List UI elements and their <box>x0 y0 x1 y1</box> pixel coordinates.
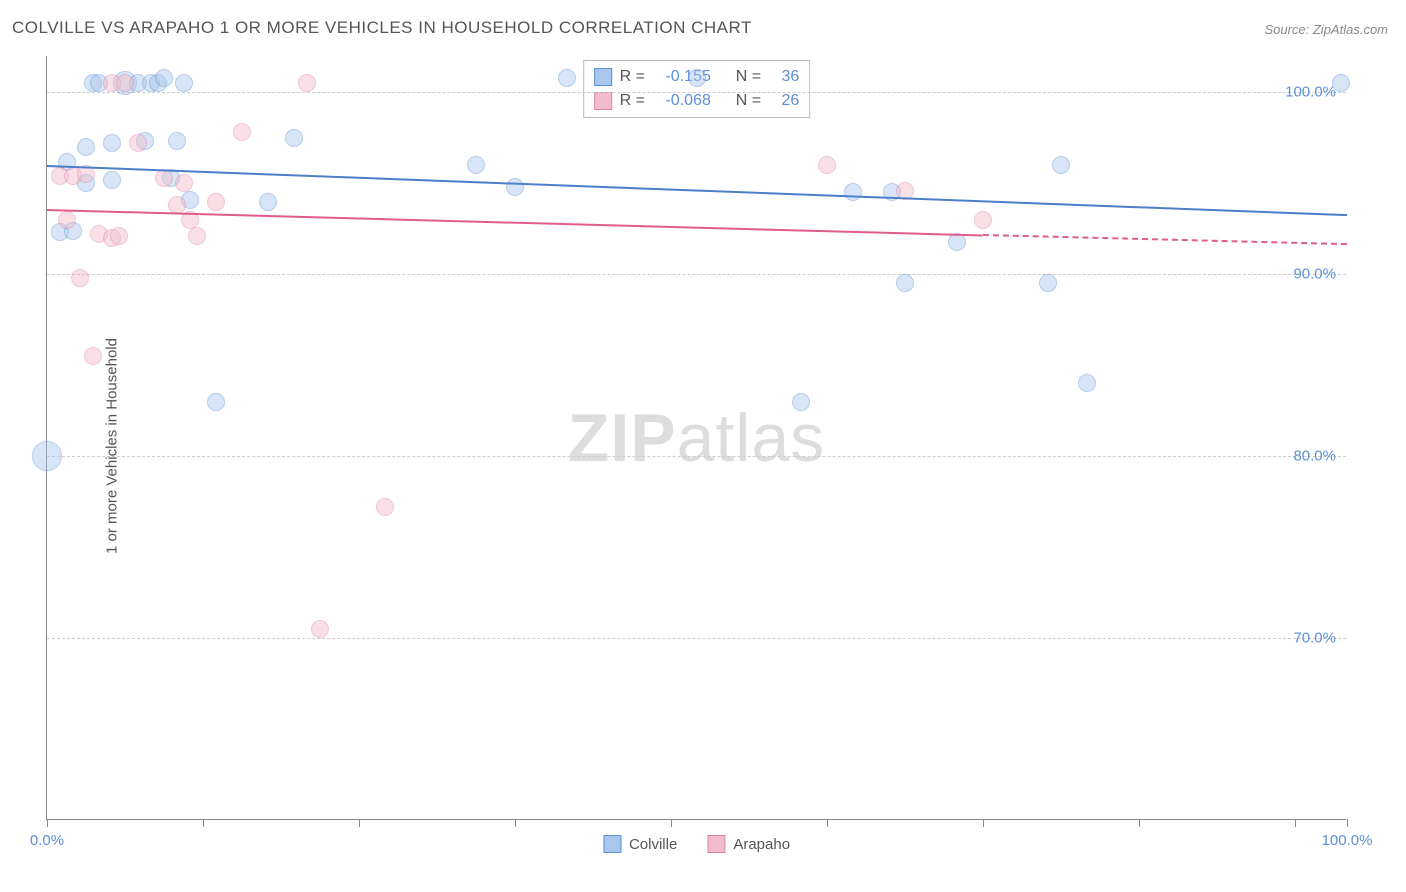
n-value-colville: 36 <box>782 65 800 89</box>
chart-title: COLVILLE VS ARAPAHO 1 OR MORE VEHICLES I… <box>12 18 752 38</box>
data-point <box>175 174 193 192</box>
chart-container: COLVILLE VS ARAPAHO 1 OR MORE VEHICLES I… <box>0 0 1406 892</box>
data-point <box>285 129 303 147</box>
x-tick <box>1347 819 1348 827</box>
data-point <box>467 156 485 174</box>
x-tick <box>1139 819 1140 827</box>
x-tick <box>47 819 48 827</box>
plot-area: ZIPatlas R = -0.155 N = 36 R = -0.068 N … <box>46 56 1346 820</box>
legend-label: Arapaho <box>733 836 790 853</box>
legend-item-colville: Colville <box>603 835 677 853</box>
data-point <box>259 193 277 211</box>
x-tick <box>515 819 516 827</box>
x-tick <box>827 819 828 827</box>
data-point <box>896 274 914 292</box>
data-point <box>1039 274 1057 292</box>
x-tick-label: 100.0% <box>1322 832 1373 849</box>
y-tick-label: 80.0% <box>1293 448 1336 465</box>
watermark: ZIPatlas <box>568 399 825 477</box>
data-point <box>376 498 394 516</box>
data-point <box>129 134 147 152</box>
data-point <box>1332 74 1350 92</box>
data-point <box>32 441 62 471</box>
grid-line <box>47 274 1346 275</box>
data-point <box>103 134 121 152</box>
grid-line <box>47 638 1346 639</box>
data-point <box>298 74 316 92</box>
data-point <box>84 347 102 365</box>
data-point <box>103 171 121 189</box>
data-point <box>116 74 134 92</box>
data-point <box>974 211 992 229</box>
series-legend: Colville Arapaho <box>603 835 790 853</box>
x-tick <box>203 819 204 827</box>
grid-line <box>47 456 1346 457</box>
legend-swatch-colville <box>594 68 612 86</box>
y-tick-label: 70.0% <box>1293 630 1336 647</box>
data-point <box>207 193 225 211</box>
data-point <box>1052 156 1070 174</box>
legend-label: Colville <box>629 836 677 853</box>
legend-swatch-icon <box>603 835 621 853</box>
data-point <box>558 69 576 87</box>
data-point <box>110 227 128 245</box>
data-point <box>168 132 186 150</box>
data-point <box>506 178 524 196</box>
data-point <box>311 620 329 638</box>
source-attribution: Source: ZipAtlas.com <box>1264 22 1388 37</box>
data-point <box>175 74 193 92</box>
x-tick <box>359 819 360 827</box>
data-point <box>188 227 206 245</box>
data-point <box>688 69 706 87</box>
data-point <box>233 123 251 141</box>
data-point <box>844 183 862 201</box>
legend-item-arapaho: Arapaho <box>707 835 790 853</box>
data-point <box>71 269 89 287</box>
x-tick <box>671 819 672 827</box>
data-point <box>792 393 810 411</box>
data-point <box>58 211 76 229</box>
data-point <box>1078 374 1096 392</box>
x-tick <box>983 819 984 827</box>
data-point <box>155 69 173 87</box>
regression-line <box>47 165 1347 216</box>
legend-swatch-arapaho <box>594 92 612 110</box>
grid-line <box>47 92 1346 93</box>
y-tick-label: 90.0% <box>1293 266 1336 283</box>
data-point <box>818 156 836 174</box>
x-tick-label: 0.0% <box>30 832 64 849</box>
data-point <box>207 393 225 411</box>
regression-line <box>983 234 1347 245</box>
data-point <box>77 138 95 156</box>
legend-swatch-icon <box>707 835 725 853</box>
x-tick <box>1295 819 1296 827</box>
y-tick-label: 100.0% <box>1285 84 1336 101</box>
